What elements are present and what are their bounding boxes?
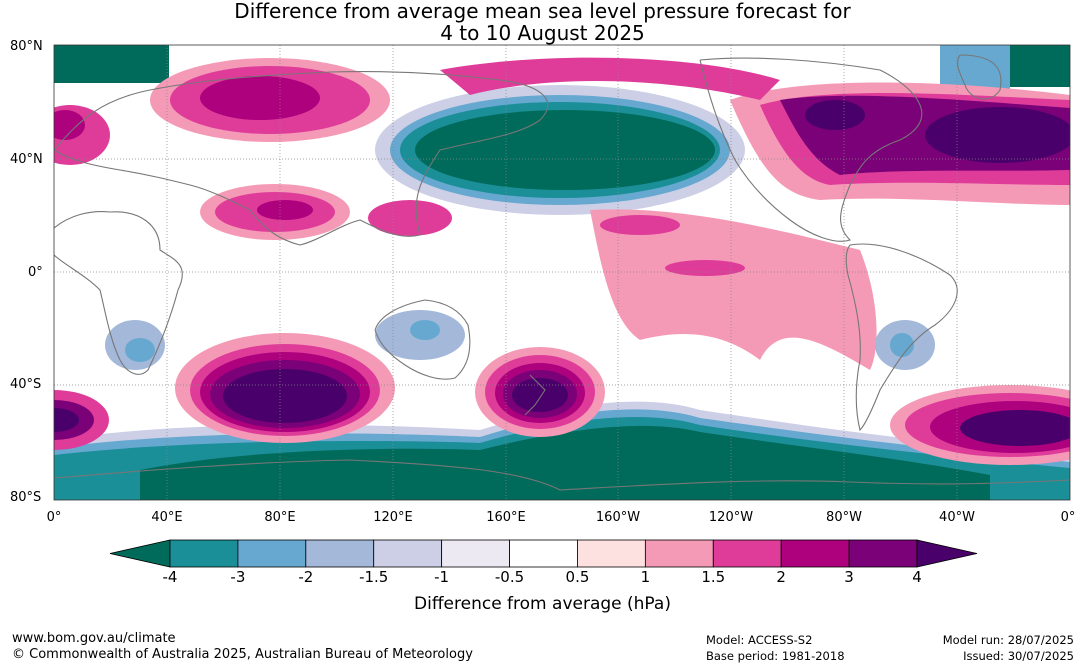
lon-label-40e: 40°E (151, 510, 183, 525)
lon-label-160e: 160°E (486, 510, 526, 525)
colorbar-tick-label: -1.5 (359, 568, 389, 586)
colorbar-extend-high (916, 539, 978, 568)
map-subtitle: 4 to 10 August 2025 (440, 21, 645, 45)
south-indian-high (223, 369, 347, 423)
colorbar-swatch (712, 539, 782, 568)
colorbar-tick-label: -4 (162, 568, 178, 586)
footer-model: Model: ACCESS-S2 (706, 633, 813, 647)
lat-label-0: 0° (28, 265, 43, 280)
lon-label-120e: 120°E (373, 510, 413, 525)
colorbar-swatch (305, 539, 375, 568)
colorbar-tick-label: -3 (230, 568, 246, 586)
colorbar-tick-label: 4 (912, 568, 922, 586)
south-atlantic-high (960, 410, 1070, 446)
lon-label-120w: 120°W (708, 510, 754, 525)
lat-label-40s: 40°S (10, 377, 42, 392)
north-atlantic-high (925, 107, 1070, 163)
colorbar-tick-label: 3 (844, 568, 854, 586)
colorbar-swatch (373, 539, 443, 568)
colorbar-swatch (780, 539, 850, 568)
colorbar-swatch (577, 539, 646, 568)
tropical-pacific-high (590, 209, 877, 370)
arctic-low-west (54, 45, 169, 83)
lon-label-0: 0° (46, 510, 62, 525)
coastlines (54, 54, 1070, 491)
footer-model-run: Model run: 28/07/2025 (942, 633, 1074, 647)
gridlines (54, 45, 1070, 500)
map-frame (53, 44, 1071, 501)
lon-label-40w: 40°W (939, 510, 975, 525)
map-title: Difference from average mean sea level p… (234, 0, 851, 23)
lon-label-0-east: 0° (1060, 510, 1076, 525)
colorbar-tick-label: -1 (434, 568, 450, 586)
lon-label-160w: 160°W (595, 510, 641, 525)
colorbar-tick-label: 1.5 (701, 568, 726, 586)
arctic-low-east (1010, 45, 1070, 87)
southern-ocean-low (140, 425, 990, 500)
colorbar-swatch (169, 539, 239, 568)
lat-label-80s: 80°S (10, 490, 42, 505)
footer-issued: Issued: 30/07/2025 (963, 649, 1074, 663)
lat-label-40n: 40°N (10, 152, 43, 167)
footer-site[interactable]: www.bom.gov.au/climate (12, 631, 176, 646)
lon-label-80w: 80°W (826, 510, 862, 525)
colorbar-swatch (509, 539, 578, 568)
lat-label-80n: 80°N (10, 39, 43, 54)
footer-copyright: © Commonwealth of Australia 2025, Austra… (12, 647, 473, 662)
colorbar-tick-label: -0.5 (494, 568, 525, 586)
colorbar-swatch (644, 539, 714, 568)
india-high (257, 200, 313, 220)
colorbar-tick-label: 1 (640, 568, 651, 586)
map-field (54, 45, 1070, 500)
colorbar-tick-label: 2 (776, 568, 786, 586)
colorbar-extend-low (109, 539, 171, 568)
colorbar (109, 539, 978, 568)
north-pacific-low (415, 110, 715, 190)
new-zealand-high (512, 378, 568, 412)
colorbar-tick-label: -2 (298, 568, 314, 586)
colorbar-swatch (848, 539, 918, 568)
colorbar-swatch (237, 539, 307, 568)
colorbar-title: Difference from average (hPa) (414, 594, 671, 614)
siberia-high (200, 76, 320, 120)
lon-label-80e: 80°E (264, 510, 296, 525)
north-pacific-arc (440, 57, 780, 100)
footer-base-period: Base period: 1981-2018 (706, 649, 845, 663)
colorbar-tick-label: 0.5 (565, 568, 590, 586)
colorbar-swatch (441, 539, 510, 568)
